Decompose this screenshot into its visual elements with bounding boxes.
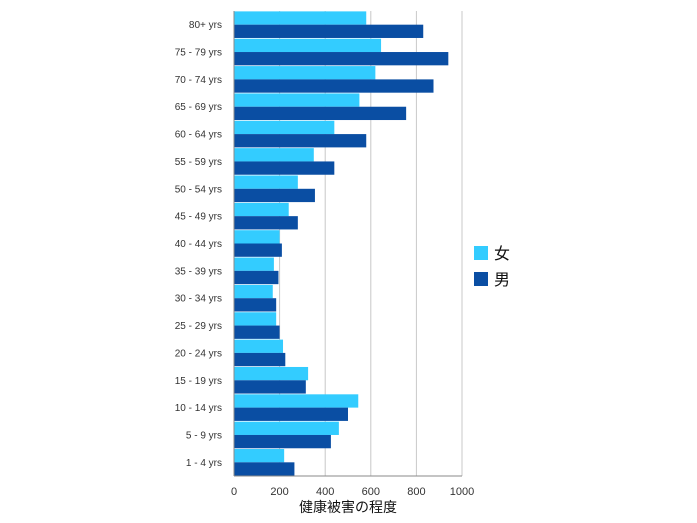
- category-label: 15 - 19 yrs: [175, 376, 222, 387]
- category-label: 1 - 4 yrs: [186, 458, 222, 469]
- bars: [234, 11, 449, 476]
- category-label: 5 - 9 yrs: [186, 430, 222, 441]
- bar-female-14: [234, 394, 359, 408]
- bar-male-12: [234, 352, 286, 367]
- bar-female-4: [234, 120, 335, 135]
- bar-female-10: [234, 284, 273, 299]
- category-label: 75 - 79 yrs: [175, 48, 222, 59]
- category-label: 30 - 34 yrs: [175, 294, 222, 305]
- bar-female-15: [234, 421, 339, 435]
- category-label: 20 - 24 yrs: [175, 348, 222, 359]
- bar-male-1: [234, 52, 449, 66]
- bar-female-7: [234, 202, 289, 217]
- bar-female-9: [234, 257, 274, 271]
- category-label: 10 - 14 yrs: [175, 403, 222, 414]
- bar-female-16: [234, 449, 285, 463]
- bar-female-13: [234, 366, 309, 381]
- bar-female-6: [234, 175, 298, 189]
- x-tick-label: 1000: [450, 486, 474, 498]
- x-tick-labels: 0 200 400 600 800 1000: [231, 486, 474, 498]
- bar-female-11: [234, 312, 277, 326]
- bar-male-14: [234, 407, 348, 421]
- category-label: 65 - 69 yrs: [175, 102, 222, 113]
- x-tick-label: 0: [231, 486, 237, 498]
- category-label: 70 - 74 yrs: [175, 75, 222, 86]
- bar-male-2: [234, 79, 434, 93]
- bar-male-16: [234, 462, 295, 476]
- category-label: 40 - 44 yrs: [175, 239, 222, 250]
- x-tick-label: 800: [407, 486, 425, 498]
- bar-female-12: [234, 339, 284, 353]
- bar-male-13: [234, 380, 306, 394]
- legend-swatch-male: [474, 272, 488, 286]
- legend-label-female: 女: [494, 244, 510, 263]
- bar-male-8: [234, 243, 282, 257]
- x-axis-title: 健康被害の程度: [299, 499, 397, 516]
- category-label: 55 - 59 yrs: [175, 157, 222, 168]
- bar-female-5: [234, 148, 314, 162]
- bar-male-11: [234, 325, 280, 339]
- legend-label-male: 男: [494, 270, 510, 289]
- category-labels: 80+ yrs 75 - 79 yrs 70 - 74 yrs 65 - 69 yrs…: [175, 20, 222, 469]
- category-label: 35 - 39 yrs: [175, 266, 222, 277]
- bar-male-7: [234, 216, 298, 230]
- bar-female-0: [234, 11, 367, 25]
- bar-female-3: [234, 93, 360, 107]
- category-label: 60 - 64 yrs: [175, 130, 222, 141]
- category-label: 50 - 54 yrs: [175, 184, 222, 195]
- bar-male-5: [234, 161, 335, 175]
- bar-male-9: [234, 270, 279, 285]
- bar-male-3: [234, 106, 407, 121]
- bar-female-1: [234, 38, 382, 53]
- x-tick-label: 200: [270, 486, 288, 498]
- bar-male-6: [234, 188, 315, 203]
- bar-male-10: [234, 298, 277, 312]
- x-tick-label: 400: [316, 486, 334, 498]
- category-label: 45 - 49 yrs: [175, 212, 222, 223]
- bar-female-2: [234, 66, 376, 80]
- x-tick-label: 600: [362, 486, 380, 498]
- legend: 女男: [474, 244, 510, 289]
- bar-male-0: [234, 24, 424, 38]
- bar-female-8: [234, 230, 280, 244]
- category-label: 80+ yrs: [189, 20, 222, 31]
- bar-male-15: [234, 434, 331, 449]
- legend-swatch-female: [474, 246, 488, 260]
- category-label: 25 - 29 yrs: [175, 321, 222, 332]
- bar-male-4: [234, 134, 367, 148]
